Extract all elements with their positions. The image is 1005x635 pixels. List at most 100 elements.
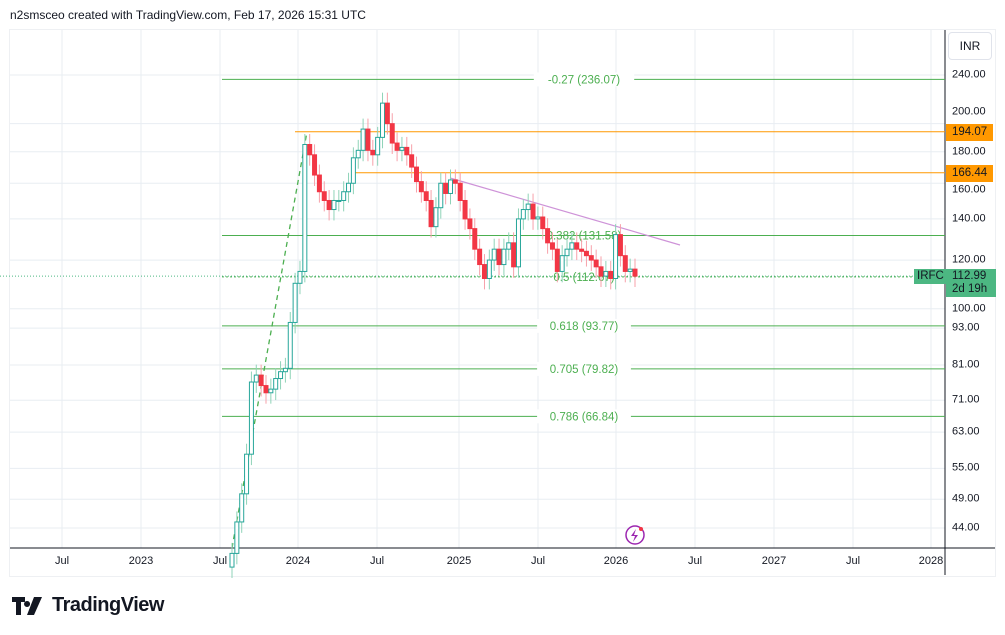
- candle-body: [409, 154, 415, 168]
- candle-body: [244, 453, 250, 495]
- candle-body: [477, 248, 483, 266]
- candle-body: [229, 552, 235, 568]
- fib-trend-dashed-line: [231, 131, 308, 549]
- candle-body: [263, 385, 269, 394]
- candle-body: [404, 146, 410, 156]
- level-price-tag: 194.07: [946, 123, 994, 141]
- candle-body: [588, 255, 594, 261]
- tradingview-logo-icon: [12, 596, 42, 615]
- candle-body: [486, 259, 492, 279]
- candle-body: [375, 136, 381, 156]
- candle-body: [278, 371, 284, 380]
- candle-body: [360, 128, 366, 151]
- candle-body: [414, 166, 420, 183]
- symbol-tag: IRFC: [914, 269, 947, 284]
- candle-body: [316, 174, 322, 193]
- candle-body: [370, 149, 376, 156]
- price-axis-label: 100.00: [952, 302, 986, 315]
- candle-body: [496, 248, 502, 266]
- brand-name: TradingView: [52, 594, 164, 616]
- candle-body: [447, 179, 453, 194]
- time-axis-label: Jul: [687, 555, 703, 567]
- price-axis-label: 63.00: [952, 425, 980, 438]
- candle-body: [481, 264, 487, 279]
- candle-body: [535, 216, 541, 220]
- time-axis-label: Jul: [845, 555, 861, 567]
- fib-label-bg: [537, 318, 631, 333]
- fib-label-bg: [537, 361, 631, 376]
- candle-body: [268, 388, 274, 394]
- candle-body: [346, 182, 352, 193]
- fib-label-bg: [533, 72, 635, 87]
- candle-body: [462, 199, 468, 220]
- candle-body: [540, 216, 546, 230]
- candle-body: [627, 268, 633, 272]
- time-axis-label: 2023: [128, 555, 154, 567]
- candle-body: [564, 248, 570, 257]
- candle-body: [321, 191, 327, 201]
- candle-body: [312, 154, 318, 176]
- price-axis-label: 49.00: [952, 492, 980, 505]
- candle-body: [384, 102, 390, 125]
- candle-body: [336, 199, 342, 202]
- candle-body: [297, 270, 303, 284]
- price-axis-label: 140.00: [952, 212, 986, 225]
- candle-body: [622, 255, 628, 272]
- price-axis-label: 180.00: [952, 145, 986, 158]
- time-axis-label: Jul: [369, 555, 385, 567]
- fib-level-label: 0.786 (66.84): [550, 411, 619, 423]
- bar-countdown: 2d 19h: [952, 283, 988, 295]
- candle-body: [559, 255, 565, 272]
- candle-body: [491, 248, 497, 261]
- price-axis-label: 81.00: [952, 358, 980, 371]
- candle-body: [549, 242, 555, 250]
- candle-body: [365, 128, 371, 151]
- candle-body: [428, 199, 434, 228]
- candle-body: [258, 374, 264, 387]
- candle-body: [355, 149, 361, 159]
- price-axis-label: 160.00: [952, 183, 986, 196]
- candle-body: [452, 179, 458, 184]
- candle-body: [418, 181, 424, 193]
- last-price: 112.99: [952, 270, 987, 282]
- candle-body: [273, 378, 279, 390]
- candle-body: [613, 234, 619, 279]
- candle-body: [292, 282, 298, 323]
- candle-body: [394, 142, 400, 151]
- resistance-trendline: [449, 177, 681, 246]
- fib-level-label: 0.382 (131.58): [547, 230, 622, 242]
- candle-body: [287, 321, 293, 369]
- candle-body: [472, 228, 478, 250]
- candle-body: [302, 143, 308, 272]
- candle-body: [554, 248, 560, 272]
- candle-body: [608, 270, 614, 279]
- candle-body: [467, 218, 473, 230]
- candle-body: [443, 182, 449, 194]
- price-axis-label: 44.00: [952, 521, 980, 534]
- candle-body: [515, 218, 521, 268]
- candle-body: [583, 250, 589, 257]
- tradingview-logo[interactable]: TradingView: [12, 594, 164, 617]
- candle-body: [433, 207, 439, 228]
- candle-body: [350, 157, 356, 184]
- candle-body: [603, 270, 609, 277]
- candle-body: [579, 248, 585, 252]
- time-axis-label: 2026: [603, 555, 629, 567]
- time-axis-label: 2025: [446, 555, 472, 567]
- candle-body: [239, 493, 245, 523]
- chart-frame[interactable]: [9, 29, 996, 577]
- fib-level-label: 0.705 (79.82): [550, 364, 619, 376]
- currency-button[interactable]: INR: [948, 32, 992, 60]
- candle-body: [632, 268, 638, 277]
- candle-body: [525, 203, 531, 211]
- candle-body: [530, 203, 536, 220]
- price-axis-label: 240.00: [952, 68, 986, 81]
- candle-body: [457, 182, 463, 201]
- candle-body: [438, 182, 444, 209]
- candle-body: [282, 367, 288, 373]
- last-price-tag: 112.99 2d 19h: [946, 269, 996, 297]
- candle-body: [511, 242, 517, 268]
- candle-body: [234, 521, 240, 554]
- price-axis-label: 55.00: [952, 461, 980, 474]
